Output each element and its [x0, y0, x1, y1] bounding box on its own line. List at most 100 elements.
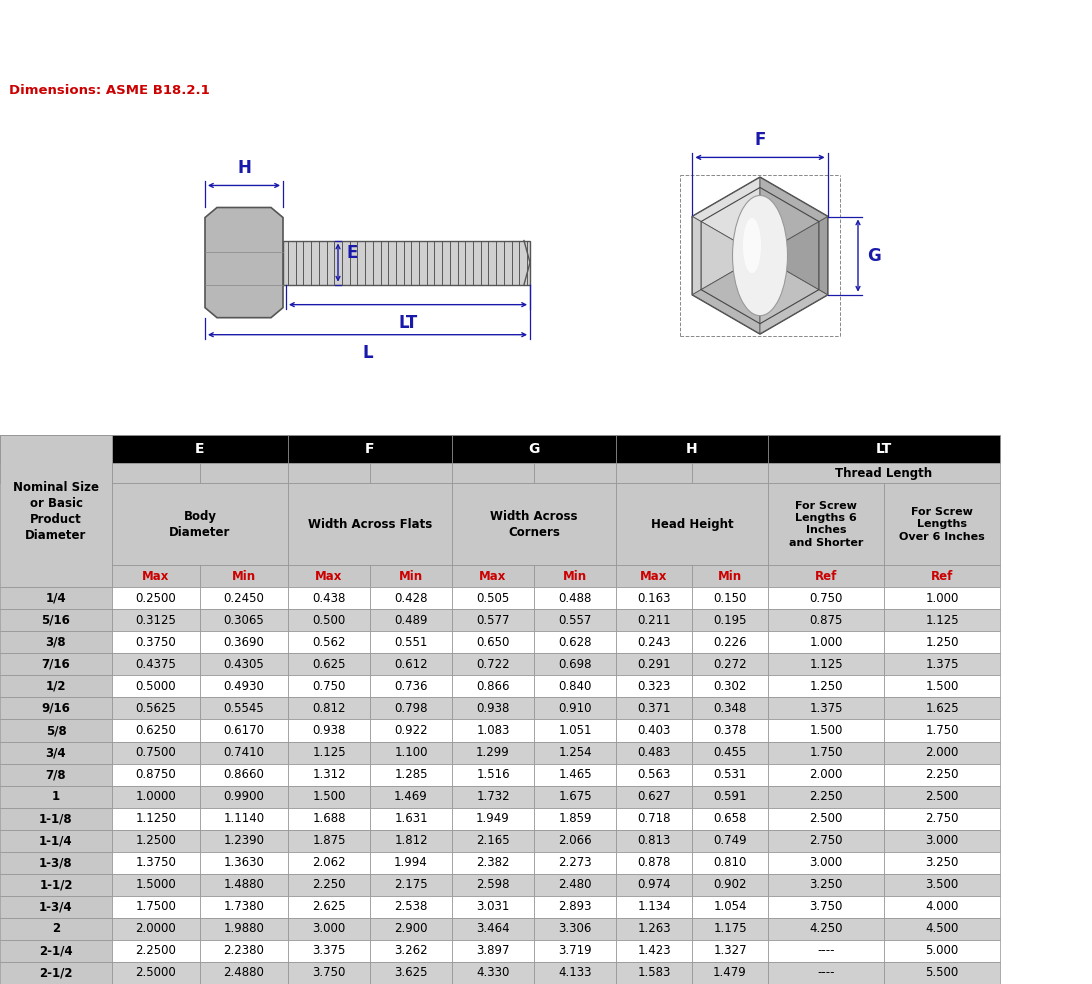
- Text: 0.840: 0.840: [558, 680, 592, 693]
- Text: 0.6250: 0.6250: [135, 724, 177, 737]
- Text: 0.226: 0.226: [713, 636, 747, 648]
- Text: Max: Max: [640, 570, 667, 583]
- Bar: [288, 719, 370, 742]
- Text: 7/8: 7/8: [46, 769, 67, 781]
- Text: 0.922: 0.922: [394, 724, 428, 737]
- Bar: [768, 483, 885, 565]
- Text: 1-3/8: 1-3/8: [39, 856, 73, 869]
- Bar: [885, 764, 1000, 785]
- Text: Imperial UNC/ UNF Hexagon Bolt: Imperial UNC/ UNF Hexagon Bolt: [399, 35, 693, 50]
- Bar: [370, 675, 452, 698]
- Bar: [0, 918, 112, 940]
- Text: 1.812: 1.812: [394, 834, 428, 847]
- Text: 2.0000: 2.0000: [135, 922, 177, 936]
- Text: For Screw
Lengths 6
Inches
and Shorter: For Screw Lengths 6 Inches and Shorter: [788, 501, 863, 548]
- Bar: [288, 764, 370, 785]
- Text: 2.480: 2.480: [558, 879, 592, 892]
- Bar: [534, 852, 616, 874]
- Text: LT: LT: [399, 314, 417, 332]
- Text: 1.2390: 1.2390: [224, 834, 264, 847]
- Bar: [112, 653, 200, 675]
- Bar: [768, 609, 885, 632]
- Bar: [200, 785, 288, 808]
- Bar: [768, 808, 885, 830]
- Text: 3.250: 3.250: [925, 856, 959, 869]
- Text: 4.250: 4.250: [809, 922, 843, 936]
- Text: 4.500: 4.500: [925, 922, 959, 936]
- Text: G: G: [529, 442, 539, 456]
- Bar: [534, 719, 616, 742]
- Text: 3.719: 3.719: [558, 945, 592, 957]
- Bar: [692, 808, 768, 830]
- Bar: [370, 565, 452, 587]
- Text: 0.625: 0.625: [312, 658, 346, 671]
- Text: 0.5545: 0.5545: [224, 702, 264, 715]
- Text: 0.866: 0.866: [476, 680, 510, 693]
- Bar: [112, 587, 200, 609]
- Bar: [885, 895, 1000, 918]
- Text: 2.250: 2.250: [925, 769, 959, 781]
- Bar: [616, 830, 692, 852]
- Text: 0.2450: 0.2450: [224, 591, 264, 605]
- Bar: [534, 587, 616, 609]
- Bar: [370, 918, 452, 940]
- Bar: [112, 632, 200, 653]
- Text: 1.250: 1.250: [809, 680, 843, 693]
- Text: 0.878: 0.878: [638, 856, 670, 869]
- Bar: [692, 463, 768, 483]
- Bar: [288, 565, 370, 587]
- Text: E: E: [346, 244, 357, 262]
- Text: 1.000: 1.000: [809, 636, 843, 648]
- Text: 0.563: 0.563: [638, 769, 670, 781]
- Bar: [885, 675, 1000, 698]
- Text: 0.910: 0.910: [558, 702, 592, 715]
- Bar: [534, 565, 616, 587]
- Bar: [768, 874, 885, 895]
- Polygon shape: [692, 256, 760, 334]
- Text: 0.483: 0.483: [638, 746, 670, 759]
- Bar: [0, 785, 112, 808]
- Bar: [112, 609, 200, 632]
- Bar: [692, 587, 768, 609]
- Bar: [616, 565, 692, 587]
- Text: 3.031: 3.031: [476, 900, 510, 913]
- Bar: [112, 742, 200, 764]
- Bar: [200, 962, 288, 984]
- Polygon shape: [760, 216, 828, 294]
- Bar: [452, 962, 534, 984]
- Text: 3.000: 3.000: [312, 922, 346, 936]
- Bar: [452, 764, 534, 785]
- Text: 0.3750: 0.3750: [135, 636, 177, 648]
- Bar: [0, 719, 112, 742]
- Text: Min: Min: [399, 570, 423, 583]
- Bar: [692, 764, 768, 785]
- Bar: [768, 785, 885, 808]
- Bar: [534, 918, 616, 940]
- Text: 1.5000: 1.5000: [135, 879, 177, 892]
- Bar: [768, 653, 885, 675]
- Text: 0.650: 0.650: [476, 636, 510, 648]
- Text: 0.750: 0.750: [809, 591, 843, 605]
- Bar: [616, 435, 768, 463]
- Bar: [452, 874, 534, 895]
- Text: 3.306: 3.306: [558, 922, 592, 936]
- Text: 1.949: 1.949: [476, 812, 510, 826]
- Bar: [452, 808, 534, 830]
- Bar: [0, 940, 112, 962]
- Bar: [112, 675, 200, 698]
- Text: 0.211: 0.211: [638, 614, 670, 627]
- Text: 3.464: 3.464: [476, 922, 510, 936]
- Bar: [885, 874, 1000, 895]
- Text: 1.583: 1.583: [638, 966, 670, 979]
- Bar: [692, 719, 768, 742]
- Text: 1.631: 1.631: [394, 812, 428, 826]
- Text: 2.250: 2.250: [809, 790, 843, 803]
- Bar: [112, 962, 200, 984]
- Bar: [692, 830, 768, 852]
- Bar: [692, 698, 768, 719]
- Bar: [0, 653, 112, 675]
- Bar: [370, 719, 452, 742]
- Text: ----: ----: [817, 945, 834, 957]
- Bar: [616, 895, 692, 918]
- Text: 1.500: 1.500: [809, 724, 843, 737]
